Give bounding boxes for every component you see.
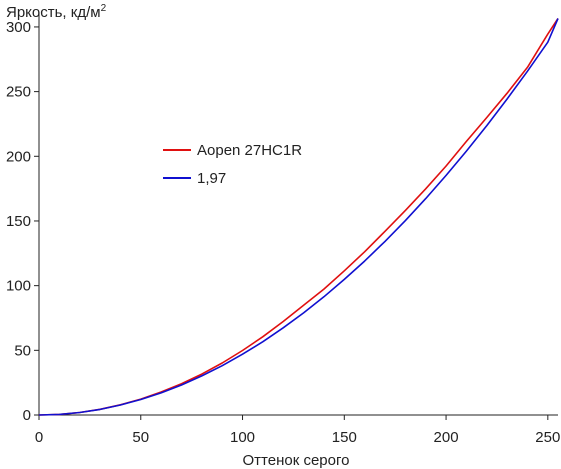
y-axis-title: Яркость, кд/м2 [6,3,107,21]
legend: Aopen 27HC1R 1,97 [163,142,302,187]
x-tick-label: 150 [332,429,357,446]
series-line-0 [38,18,559,416]
y-ticks: 0 50 100 150 200 250 300 [6,19,39,424]
y-tick-label: 100 [6,278,31,295]
legend-label: 1,97 [197,170,226,187]
x-tick-label: 50 [132,429,149,446]
plot-area: 0 50 100 150 200 250 300 0 50 100 150 200 250 [6,14,560,446]
legend-label: Aopen 27HC1R [197,142,302,159]
x-tick-label: 250 [535,429,560,446]
y-tick-label: 150 [6,213,31,230]
series-lines [38,18,559,416]
x-tick-label: 0 [35,429,43,446]
series-line-1 [38,18,559,416]
y-tick-label: 50 [14,342,31,359]
y-tick-label: 250 [6,84,31,101]
x-axis-title: Оттенок серого [243,452,350,469]
x-tick-label: 100 [230,429,255,446]
y-tick-label: 0 [23,407,31,424]
y-axis-title-superscript: 2 [101,3,107,14]
y-tick-label: 300 [6,19,31,36]
y-axis-title-text: Яркость, кд/м [6,4,101,21]
y-tick-label: 200 [6,148,31,165]
x-ticks: 0 50 100 150 200 250 [35,415,560,446]
x-tick-label: 200 [434,429,459,446]
